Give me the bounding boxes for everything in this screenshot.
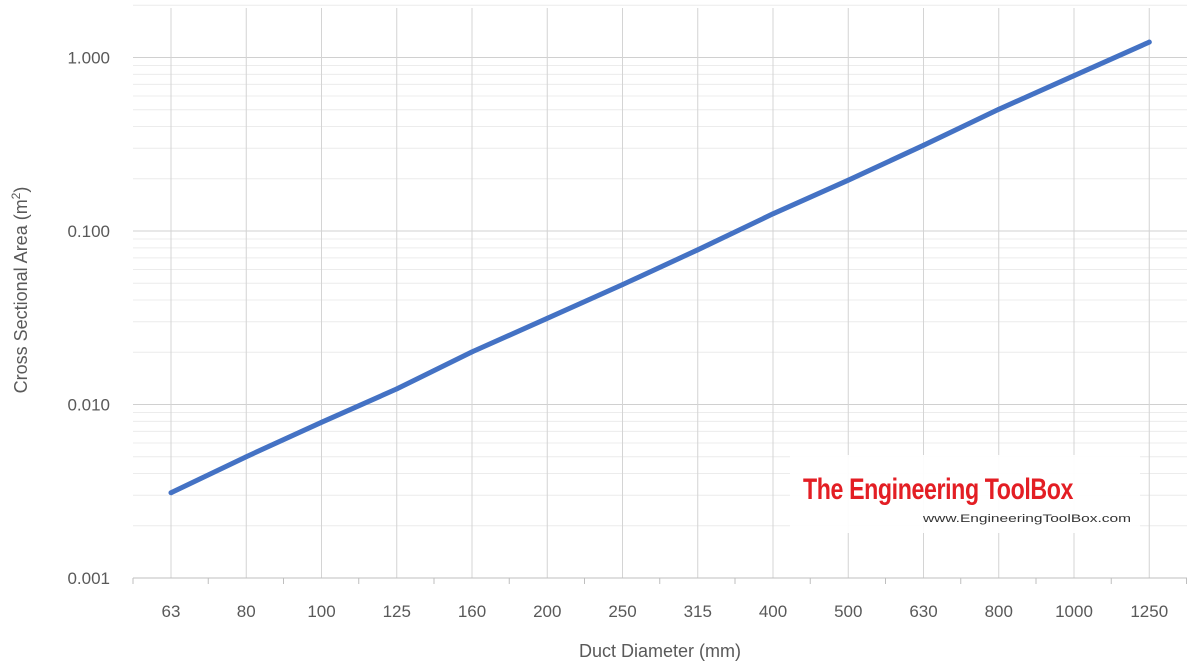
series-line bbox=[168, 39, 1152, 496]
y-tick-label: 0.010 bbox=[67, 396, 110, 415]
y-tick-label: 1.000 bbox=[67, 49, 110, 68]
data-point bbox=[544, 315, 550, 321]
y-axis-title-end: ) bbox=[11, 187, 31, 193]
x-tick-label: 1250 bbox=[1130, 602, 1168, 621]
x-tick-label: 200 bbox=[533, 602, 561, 621]
x-tick-label: 160 bbox=[458, 602, 486, 621]
data-point bbox=[770, 211, 776, 217]
x-tick-label: 400 bbox=[759, 602, 787, 621]
y-tick-labels: 0.001 0.010 0.100 1.000 bbox=[67, 49, 110, 589]
x-tick-label: 80 bbox=[237, 602, 256, 621]
x-axis-title: Duct Diameter (mm) bbox=[579, 641, 741, 661]
x-tick-marks bbox=[132, 578, 1187, 584]
y-axis-title: Cross Sectional Area (m2) bbox=[9, 187, 31, 394]
data-point bbox=[394, 386, 400, 392]
data-point bbox=[319, 419, 324, 425]
data-point bbox=[996, 106, 1002, 112]
x-tick-label: 100 bbox=[307, 602, 335, 621]
data-point bbox=[1071, 73, 1077, 79]
series-layer bbox=[168, 39, 1152, 496]
major-gridlines bbox=[133, 57, 1187, 405]
x-tick-label: 800 bbox=[985, 602, 1013, 621]
data-point bbox=[620, 282, 625, 287]
x-tick-label: 250 bbox=[608, 602, 636, 621]
data-point bbox=[168, 490, 174, 496]
x-tick-label: 1000 bbox=[1055, 602, 1093, 621]
watermark-logo: The Engineering ToolBox www.EngineeringT… bbox=[790, 455, 1140, 533]
data-point bbox=[243, 454, 249, 460]
x-tick-label: 500 bbox=[834, 602, 862, 621]
x-tick-labels: 63 80 100 125 160 200 250 315 400 500 630 800 1000 12… bbox=[162, 602, 1169, 621]
y-axis-title-main: Cross Sectional Area (m bbox=[11, 199, 31, 393]
y-axis-title-superscript: 2 bbox=[9, 192, 23, 199]
y-tick-label: 0.100 bbox=[67, 222, 110, 241]
data-point bbox=[845, 177, 851, 183]
x-tick-label: 315 bbox=[684, 602, 712, 621]
watermark-url: www.EngineeringToolBox.com bbox=[922, 513, 1131, 525]
x-tick-label: 630 bbox=[909, 602, 937, 621]
data-point bbox=[921, 142, 926, 148]
data-point bbox=[469, 349, 475, 355]
y-tick-label: 0.001 bbox=[67, 569, 110, 588]
watermark-background bbox=[790, 455, 1140, 533]
data-point bbox=[695, 247, 701, 253]
x-tick-label: 125 bbox=[383, 602, 411, 621]
x-tick-label: 63 bbox=[162, 602, 181, 621]
data-point bbox=[1146, 39, 1152, 45]
watermark-title: The Engineering ToolBox bbox=[803, 473, 1074, 506]
